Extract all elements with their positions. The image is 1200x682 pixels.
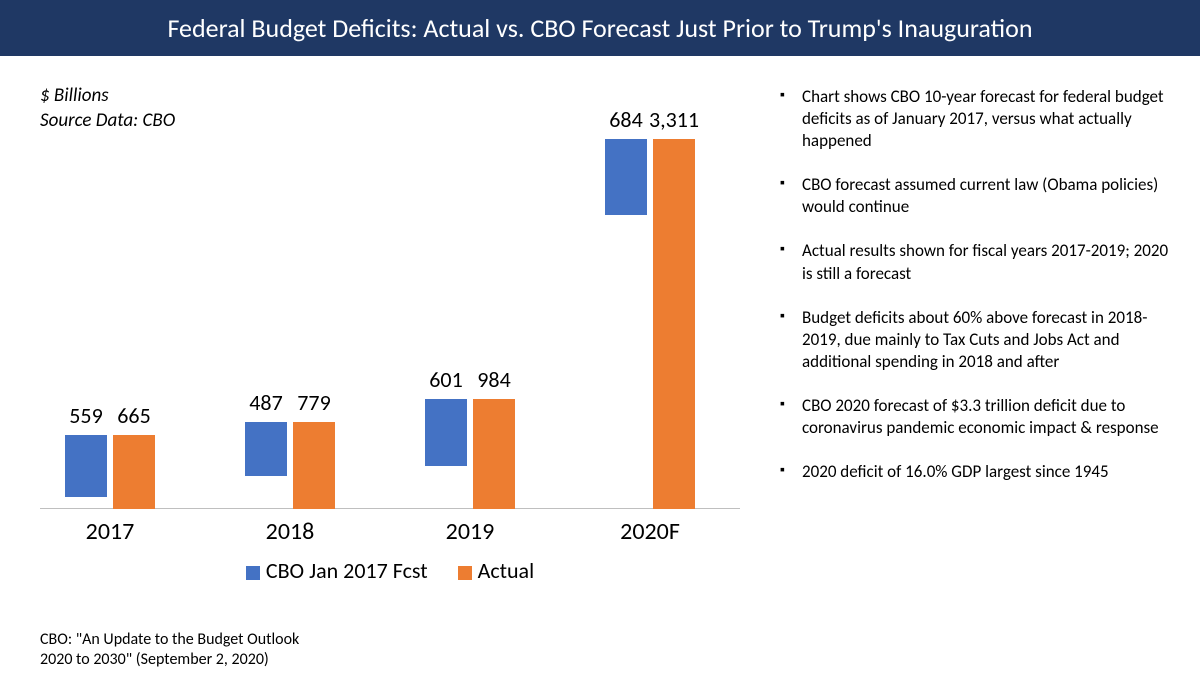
x-axis-label: 2018 (220, 517, 360, 546)
bar-wrap: 559 (65, 435, 107, 509)
bullet-item: CBO 2020 forecast of $3.3 trillion defic… (780, 395, 1170, 439)
bullet-item: Actual results shown for fiscal years 20… (780, 240, 1170, 284)
bar-wrap: 665 (113, 435, 155, 509)
meta-line-2: Source Data: CBO (40, 109, 750, 134)
chart-meta: $ Billions Source Data: CBO (40, 84, 750, 133)
bar-group: 559665 (40, 435, 180, 509)
bar (425, 399, 467, 466)
legend-swatch-forecast (246, 566, 260, 580)
bar (473, 399, 515, 509)
chart-area: $ Billions Source Data: CBO 559665487779… (0, 56, 760, 682)
bar-wrap: 487 (245, 422, 287, 509)
bar (113, 435, 155, 509)
page-title: Federal Budget Deficits: Actual vs. CBO … (0, 0, 1200, 56)
bar-wrap: 984 (473, 399, 515, 509)
chart-legend: CBO Jan 2017 Fcst Actual (40, 557, 740, 584)
x-axis-label: 2020F (580, 517, 720, 546)
legend-label-actual: Actual (478, 557, 535, 584)
bar (65, 435, 107, 497)
footnote-line-2: 2020 to 2030" (September 2, 2020) (40, 650, 360, 670)
bar-value-label: 487 (249, 389, 282, 416)
bar-group: 487779 (220, 422, 360, 509)
footnote-line-1: CBO: "An Update to the Budget Outlook (40, 630, 360, 650)
bar-wrap: 779 (293, 422, 335, 509)
legend-item-forecast: CBO Jan 2017 Fcst (246, 557, 428, 584)
bar-wrap: 3,311 (653, 139, 695, 509)
bar (293, 422, 335, 509)
bar-group: 6843,311 (580, 139, 720, 509)
bar-value-label: 601 (429, 366, 462, 393)
bullet-item: 2020 deficit of 16.0% GDP largest since … (780, 461, 1170, 483)
bar-chart-plot: 5596654877796019846843,311 (40, 139, 740, 509)
bar-value-label: 3,311 (649, 106, 699, 133)
x-axis-label: 2017 (40, 517, 180, 546)
bullet-item: Budget deficits about 60% above forecast… (780, 307, 1170, 373)
bar-group: 601984 (400, 399, 540, 509)
bar (653, 139, 695, 509)
footnote: CBO: "An Update to the Budget Outlook 20… (40, 630, 360, 670)
legend-item-actual: Actual (458, 557, 535, 584)
legend-swatch-actual (458, 566, 472, 580)
bar-wrap: 601 (425, 399, 467, 509)
bullet-item: Chart shows CBO 10-year forecast for fed… (780, 86, 1170, 152)
bar (245, 422, 287, 476)
content: $ Billions Source Data: CBO 559665487779… (0, 56, 1200, 682)
x-axis-labels: 2017 2018 2019 2020F (40, 509, 740, 545)
bullet-item: CBO forecast assumed current law (Obama … (780, 174, 1170, 218)
bar-value-label: 684 (609, 106, 642, 133)
bar (605, 139, 647, 215)
bar-value-label: 559 (69, 402, 102, 429)
bar-wrap: 684 (605, 139, 647, 509)
x-axis-label: 2019 (400, 517, 540, 546)
meta-line-1: $ Billions (40, 84, 750, 109)
legend-label-forecast: CBO Jan 2017 Fcst (266, 557, 428, 584)
bar-value-label: 779 (297, 389, 330, 416)
bar-value-label: 984 (477, 366, 510, 393)
bar-value-label: 665 (117, 402, 150, 429)
bullet-list: Chart shows CBO 10-year forecast for fed… (760, 56, 1200, 682)
